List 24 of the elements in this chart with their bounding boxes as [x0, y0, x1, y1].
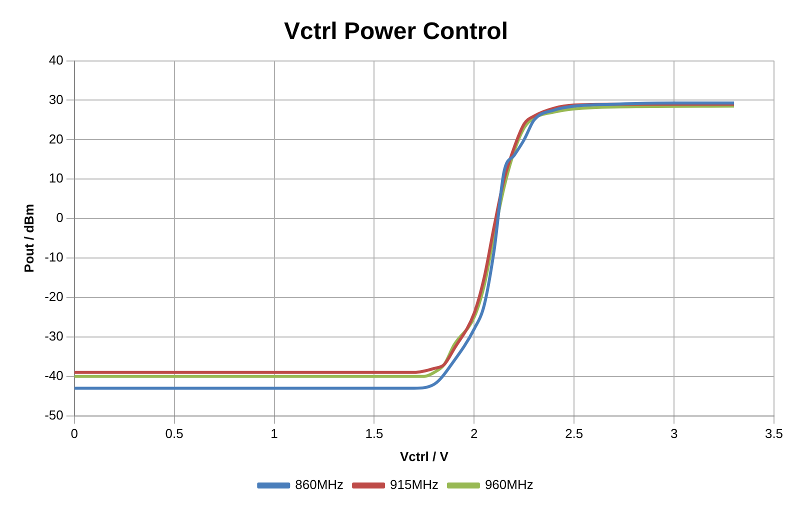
- y-tick-label: -50: [44, 407, 64, 422]
- x-tick-label: 1: [270, 426, 278, 442]
- y-tick-label: 30: [48, 92, 64, 107]
- y-tick-label: -20: [44, 289, 64, 304]
- legend-label: 860MHz: [295, 477, 344, 492]
- y-tick-label: -40: [44, 368, 64, 383]
- y-tick-label: 20: [48, 131, 64, 146]
- chart-title: Vctrl Power Control: [284, 18, 508, 46]
- x-tick-label: 0: [70, 426, 78, 442]
- x-tick-label: 2.5: [565, 426, 584, 442]
- y-tick-label: 10: [48, 170, 64, 186]
- x-tick-label: 1.5: [365, 426, 384, 442]
- y-axis-title: Pout / dBm: [21, 204, 36, 273]
- legend-label: 960MHz: [484, 477, 534, 492]
- x-tick-label: 3: [670, 426, 678, 442]
- x-tick-label: 2: [470, 426, 478, 442]
- x-tick-label: 0.5: [165, 426, 184, 442]
- y-tick-label: -30: [44, 328, 64, 344]
- legend-label: 915MHz: [390, 477, 438, 492]
- y-tick-label: 40: [48, 52, 64, 68]
- x-axis-title: Vctrl / V: [400, 448, 449, 464]
- y-tick-label: 0: [56, 210, 64, 226]
- y-tick-label: -10: [44, 250, 64, 265]
- x-tick-label: 3.5: [764, 426, 784, 442]
